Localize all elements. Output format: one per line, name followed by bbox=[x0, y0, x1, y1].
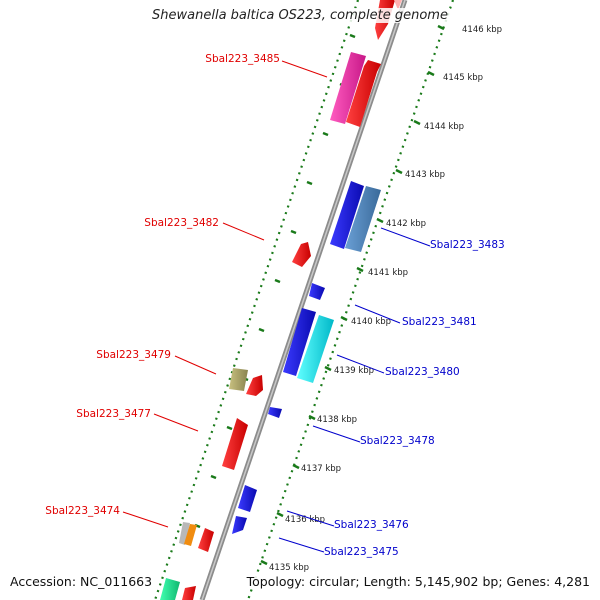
gene-blue-large bbox=[330, 181, 364, 249]
tick-label-4140: 4140 kbp bbox=[351, 317, 391, 327]
tick-label-4141: 4141 kbp bbox=[368, 268, 408, 278]
gene-sbal223-3483 bbox=[345, 186, 381, 252]
summary-footer: Topology: circular; Length: 5,145,902 bp… bbox=[244, 574, 592, 589]
gene-blue-medium bbox=[283, 308, 316, 376]
gene-sbal223-3485-red bbox=[346, 60, 381, 127]
gene-sbal223-3474-grey bbox=[179, 522, 190, 545]
gene-label-sbal223-3480: Sbal223_3480 bbox=[385, 366, 460, 378]
gene-sbal223-3475 bbox=[232, 516, 247, 534]
gene-sbal223-3485-pink bbox=[330, 52, 366, 124]
tick-label-4144: 4144 kbp bbox=[424, 122, 464, 132]
gene-label-sbal223-3474: Sbal223_3474 bbox=[45, 505, 120, 517]
ruler-ticks bbox=[260, 24, 445, 566]
gene-sbal223-3478 bbox=[268, 407, 282, 418]
gene-sbal223-3480 bbox=[297, 315, 334, 383]
gene-sbal223-3479 bbox=[229, 368, 248, 391]
gene-sbal223-3482 bbox=[292, 242, 311, 267]
gene-red-small-2 bbox=[246, 375, 263, 396]
gene-label-sbal223-3479: Sbal223_3479 bbox=[96, 349, 171, 361]
tick-label-4138: 4138 kbp bbox=[317, 415, 357, 425]
gene-green-bottom bbox=[160, 578, 180, 600]
gene-label-sbal223-3482: Sbal223_3482 bbox=[144, 217, 219, 229]
gene-small-blue-1 bbox=[309, 283, 325, 300]
gene-label-sbal223-3485: Sbal223_3485 bbox=[205, 53, 280, 65]
gene-label-sbal223-3483: Sbal223_3483 bbox=[430, 239, 505, 251]
tick-label-4142: 4142 kbp bbox=[386, 219, 426, 229]
right-gene-labels: Sbal223_3483 Sbal223_3481 Sbal223_3480 S… bbox=[324, 239, 505, 558]
gene-sbal223-3477 bbox=[222, 418, 248, 470]
right-leader-lines bbox=[278, 227, 431, 553]
inner-dotted-track bbox=[153, 0, 360, 600]
tick-label-4146: 4146 kbp bbox=[462, 25, 502, 35]
summary-text: Topology: circular; Length: 5,145,902 bp… bbox=[244, 574, 592, 589]
gene-features bbox=[160, 0, 402, 600]
gene-red-small-3 bbox=[198, 528, 214, 552]
tick-label-4143: 4143 kbp bbox=[405, 170, 445, 180]
gene-arrow-top-light bbox=[394, 0, 402, 10]
gene-label-sbal223-3475: Sbal223_3475 bbox=[324, 546, 399, 558]
gene-red-bottom bbox=[182, 586, 196, 600]
tick-label-4135: 4135 kbp bbox=[269, 563, 309, 573]
gene-label-sbal223-3478: Sbal223_3478 bbox=[360, 435, 435, 447]
gene-sbal223-3476 bbox=[238, 485, 257, 512]
map-title-text: Shewanella baltica OS223, complete genom… bbox=[150, 8, 450, 23]
tick-label-4139: 4139 kbp bbox=[334, 366, 374, 376]
map-title: Shewanella baltica OS223, complete genom… bbox=[0, 8, 600, 23]
gene-sbal223-3474-orange bbox=[184, 524, 197, 546]
accession-text: Accession: NC_011663 bbox=[8, 574, 155, 589]
ruler-tick-labels: 4146 kbp 4145 kbp 4144 kbp 4143 kbp 4142… bbox=[269, 25, 502, 573]
tick-label-4136: 4136 kbp bbox=[285, 515, 325, 525]
gene-label-sbal223-3477: Sbal223_3477 bbox=[76, 408, 151, 420]
left-gene-labels: Sbal223_3485 Sbal223_3482 Sbal223_3479 S… bbox=[45, 53, 280, 517]
accession-footer: Accession: NC_011663 bbox=[8, 574, 155, 589]
inner-ticks bbox=[194, 33, 356, 529]
tick-label-4137: 4137 kbp bbox=[301, 464, 341, 474]
outer-dotted-track bbox=[246, 0, 455, 600]
left-leader-lines bbox=[122, 60, 328, 528]
gene-label-sbal223-3476: Sbal223_3476 bbox=[334, 519, 409, 531]
gene-label-sbal223-3481: Sbal223_3481 bbox=[402, 316, 477, 328]
tick-label-4145: 4145 kbp bbox=[443, 73, 483, 83]
